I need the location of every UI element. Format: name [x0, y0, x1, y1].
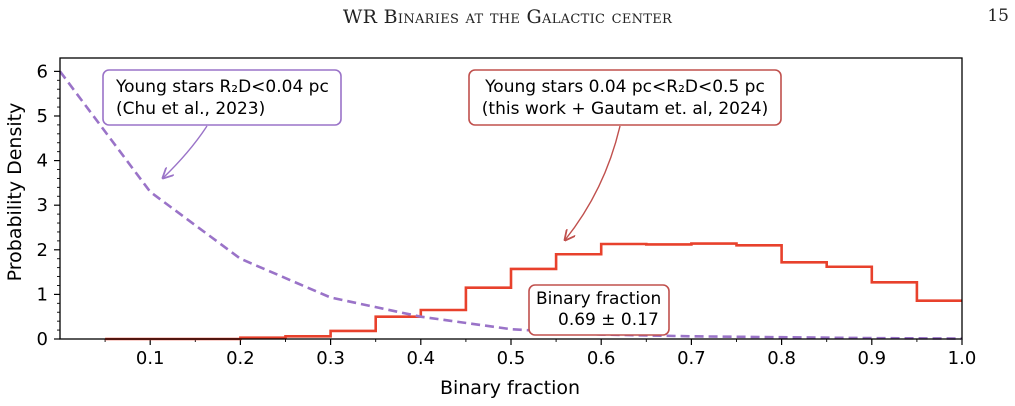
y-tick-label: 0 — [37, 329, 48, 350]
annotation-this-work: Young stars 0.04 pc<R₂D<0.5 pc (this wor… — [468, 69, 782, 240]
y-tick-labels: 0 1 2 3 4 5 6 — [37, 61, 48, 350]
annotation-binary-fraction-line-1: Binary fraction — [536, 289, 661, 309]
x-tick-label: 1.0 — [948, 348, 977, 369]
y-tick-label: 4 — [37, 151, 48, 172]
x-tick-label: 0.5 — [497, 348, 526, 369]
running-title: WR Binaries at the Galactic center — [342, 6, 673, 28]
series-layer — [58, 70, 963, 341]
annotation-this-work-box — [468, 69, 782, 126]
x-tick-label: 0.3 — [316, 348, 345, 369]
x-tick-label: 0.7 — [677, 348, 706, 369]
y-tick-label: 6 — [37, 61, 48, 82]
series-dashed-line — [58, 70, 963, 340]
page-number: 15 — [987, 6, 1009, 26]
annotation-this-work-line-1: Young stars 0.04 pc<R₂D<0.5 pc — [484, 77, 765, 97]
y-tick-label: 1 — [37, 284, 48, 305]
x-tick-label: 0.6 — [587, 348, 616, 369]
x-tick-label: 0.8 — [767, 348, 796, 369]
x-tick-label: 0.9 — [857, 348, 886, 369]
annotation-binary-fraction-box — [528, 284, 670, 336]
plot-area — [54, 57, 963, 345]
annotation-chu-line-2: (Chu et al., 2023) — [116, 99, 265, 119]
annotation-chu-box — [102, 69, 342, 126]
x-axis-label: Binary fraction — [440, 377, 580, 399]
x-tick-label: 0.4 — [406, 348, 435, 369]
y-tick-label: 5 — [37, 106, 48, 127]
series-histogram-step — [105, 242, 962, 341]
annotation-binary-fraction: Binary fraction 0.69 ± 0.17 — [528, 284, 670, 336]
annotation-chu: Young stars R₂D<0.04 pc (Chu et al., 202… — [102, 69, 342, 178]
annotation-chu-line-1: Young stars R₂D<0.04 pc — [115, 77, 329, 97]
running-head: WR Binaries at the Galactic center 15 — [0, 6, 1015, 36]
annotation-binary-fraction-line-2: 0.69 ± 0.17 — [558, 310, 659, 330]
annotation-chu-arrow — [163, 125, 208, 178]
y-axis-label: Probability Density — [4, 103, 26, 282]
x-tick-label: 0.1 — [136, 348, 165, 369]
y-tick-label: 2 — [37, 240, 48, 261]
y-tick-label: 3 — [37, 195, 48, 216]
annotation-this-work-arrow — [565, 125, 621, 240]
x-tick-label: 0.2 — [226, 348, 255, 369]
x-tick-labels: 0.1 0.2 0.3 0.4 0.5 0.6 0.7 0.8 0.9 1.0 — [136, 348, 976, 369]
major-ticks — [54, 70, 963, 345]
annotation-this-work-line-2: (this work + Gautam et. al, 2024) — [482, 99, 768, 119]
plot-frame — [59, 57, 963, 340]
